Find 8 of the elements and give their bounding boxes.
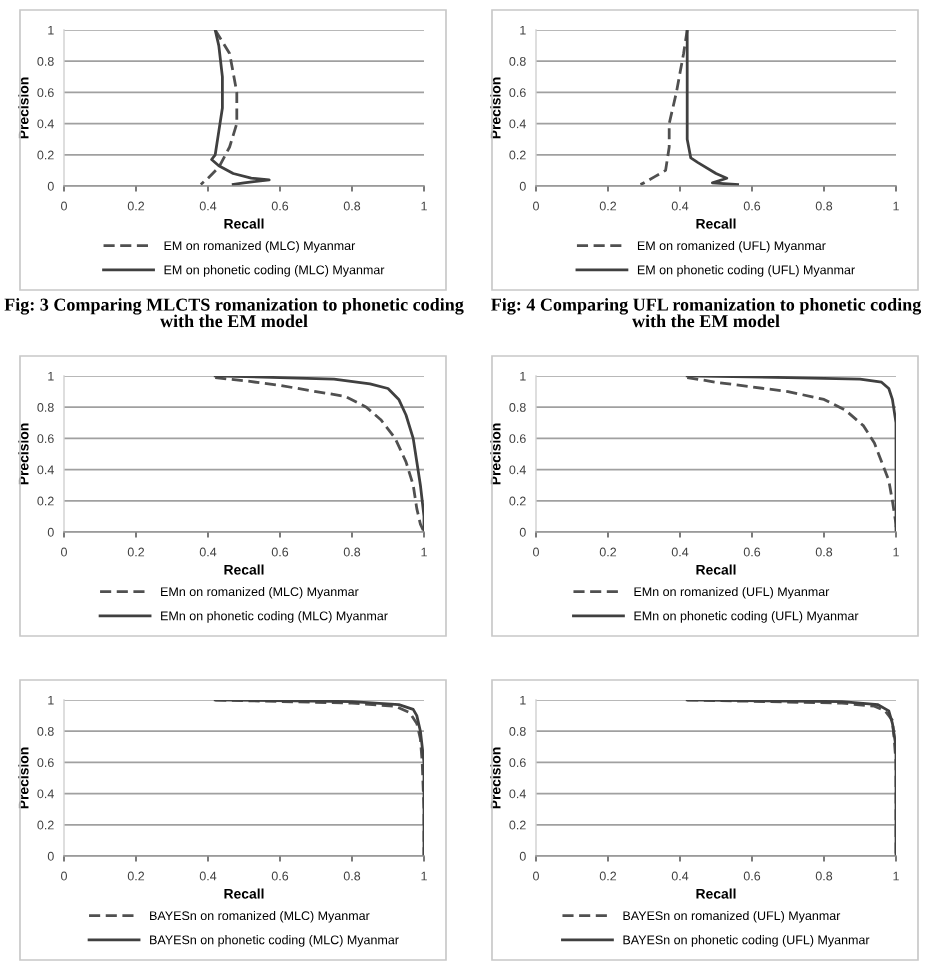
text: Fig: 4 Comparing UFL romanization to phonetic coding with the EM model bbox=[491, 298, 922, 328]
line-series bbox=[685, 30, 739, 186]
line-series bbox=[213, 376, 424, 532]
line-series bbox=[210, 30, 271, 186]
text: Fig: 3 Comparing MLCTS romanization to phonetic coding with the EM model bbox=[4, 298, 464, 328]
line-series bbox=[685, 376, 896, 532]
line-series bbox=[639, 30, 689, 186]
line-series bbox=[199, 30, 239, 186]
